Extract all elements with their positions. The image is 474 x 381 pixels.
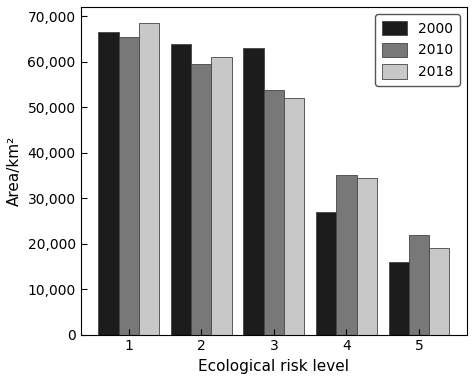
- Y-axis label: Area/km²: Area/km²: [7, 136, 22, 206]
- X-axis label: Ecological risk level: Ecological risk level: [198, 359, 349, 374]
- Bar: [118, 37, 139, 335]
- Bar: [98, 32, 118, 335]
- Bar: [211, 57, 232, 335]
- Bar: [243, 48, 264, 335]
- Bar: [316, 212, 336, 335]
- Bar: [389, 262, 409, 335]
- Bar: [336, 175, 356, 335]
- Bar: [191, 64, 211, 335]
- Bar: [284, 98, 304, 335]
- Bar: [139, 23, 159, 335]
- Legend: 2000, 2010, 2018: 2000, 2010, 2018: [375, 14, 460, 86]
- Bar: [264, 90, 284, 335]
- Bar: [356, 178, 377, 335]
- Bar: [409, 235, 429, 335]
- Bar: [171, 44, 191, 335]
- Bar: [429, 248, 449, 335]
